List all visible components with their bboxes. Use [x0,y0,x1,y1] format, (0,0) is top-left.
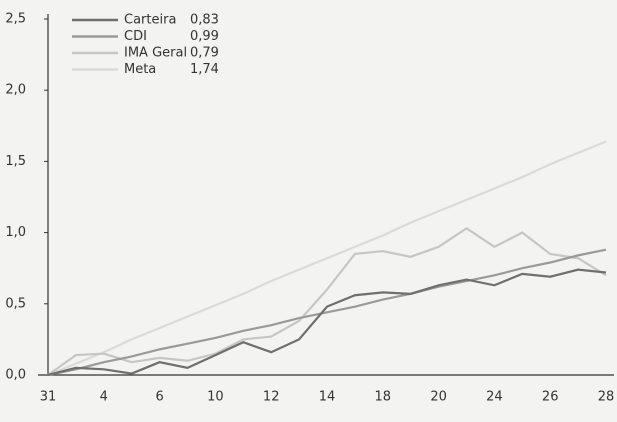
y-tick-label: 0,0 [5,368,26,383]
y-tick-label: 0,5 [5,296,26,311]
x-tick-label: 6 [155,390,163,405]
x-tick-label: 31 [40,390,57,405]
legend-label: CDI [124,29,147,44]
x-tick-label: 12 [263,390,280,405]
x-tick-label: 18 [375,390,392,405]
legend-label: Meta [124,62,156,77]
legend-label: Carteira [124,13,176,28]
x-tick-label: 26 [542,390,559,405]
legend-label: IMA Geral [124,46,187,61]
legend-value: 1,74 [190,62,219,77]
y-tick-label: 1,0 [5,225,26,240]
y-tick-label: 1,5 [5,154,26,169]
legend-value: 0,79 [190,46,219,61]
x-tick-label: 28 [598,390,615,405]
x-tick-label: 20 [430,390,447,405]
series-line [47,140,607,377]
series-line [47,227,607,376]
x-tick-label: 24 [486,390,503,405]
x-tick-label: 10 [207,390,224,405]
legend-value: 0,83 [190,13,219,28]
legend-value: 0,99 [190,29,219,44]
y-tick-label: 2,5 [5,12,26,27]
series-line [47,248,607,377]
y-tick-label: 2,0 [5,83,26,98]
series-line [47,268,607,377]
x-tick-label: 14 [319,390,336,405]
x-tick-label: 4 [100,390,108,405]
